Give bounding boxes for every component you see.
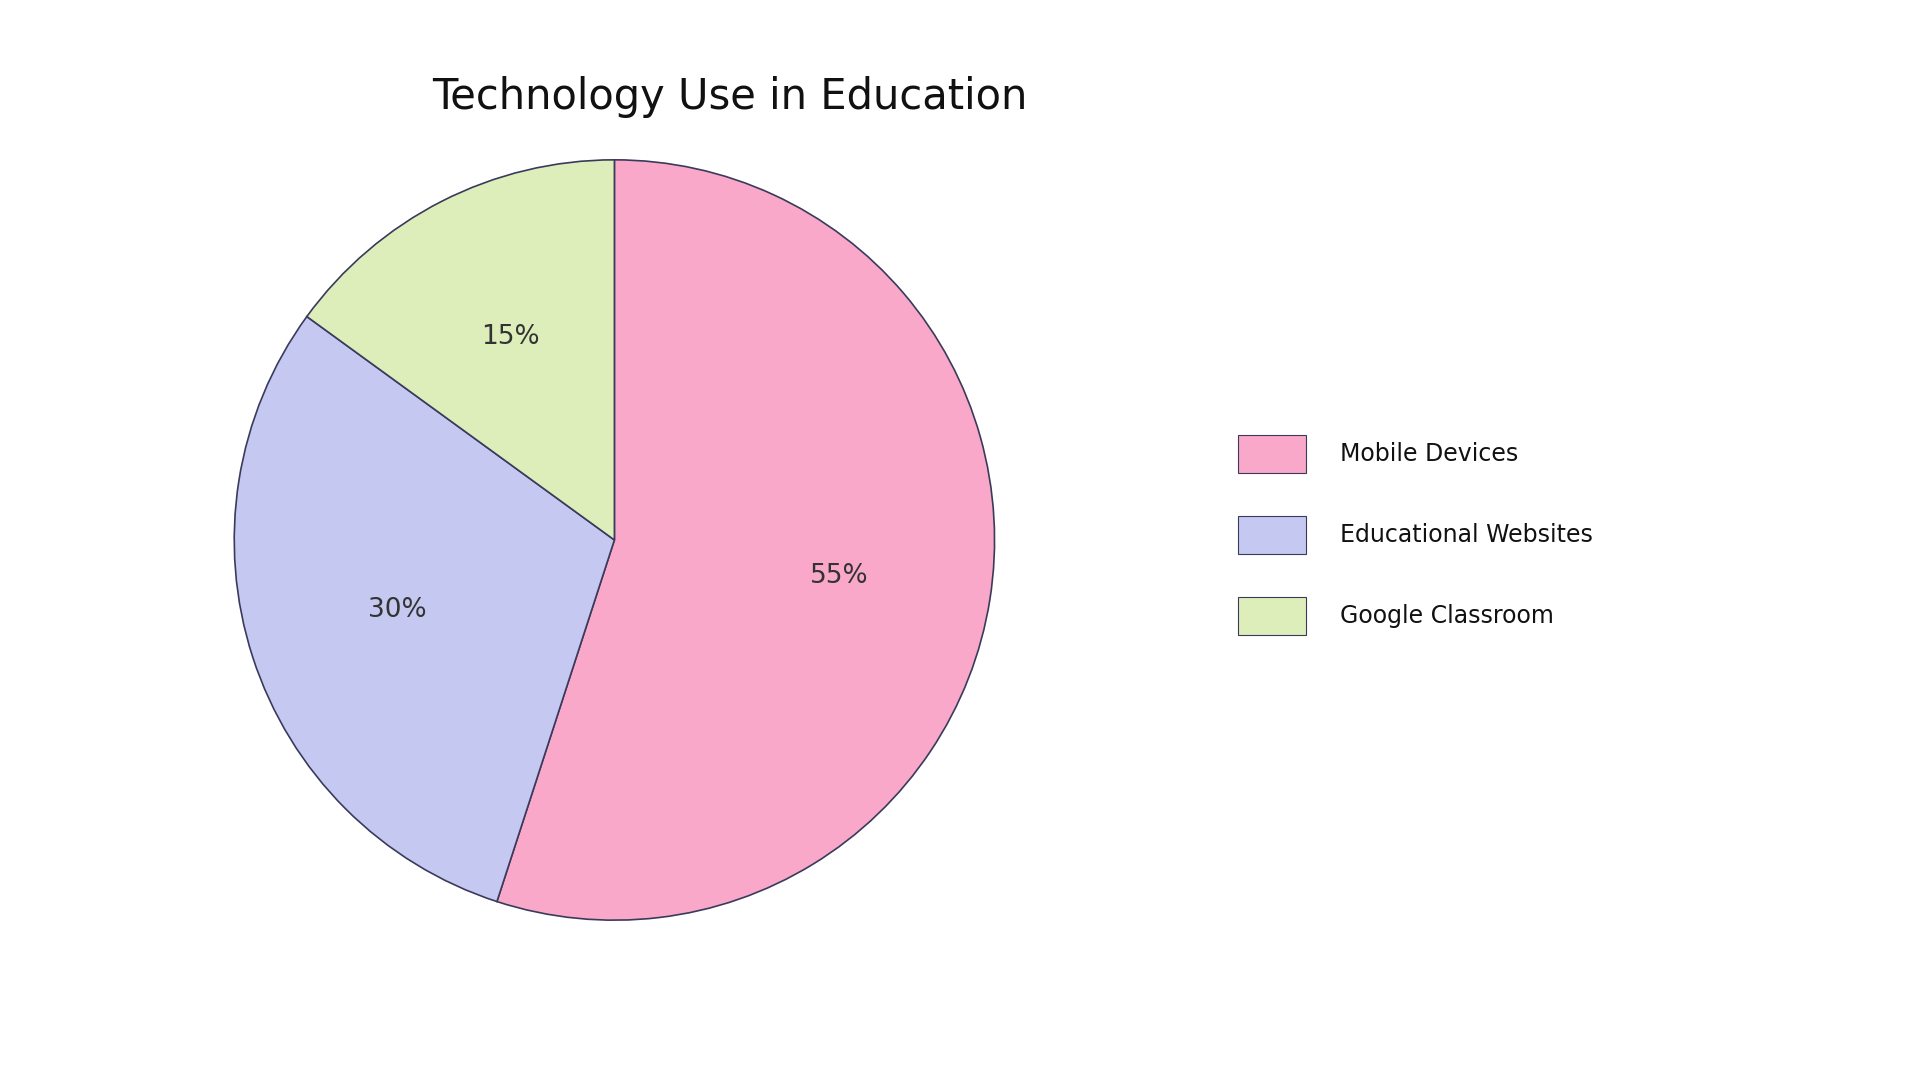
FancyBboxPatch shape <box>1238 434 1306 473</box>
FancyBboxPatch shape <box>1238 597 1306 635</box>
Text: Google Classroom: Google Classroom <box>1340 604 1553 627</box>
Text: Mobile Devices: Mobile Devices <box>1340 442 1519 465</box>
FancyBboxPatch shape <box>1238 516 1306 553</box>
Text: 30%: 30% <box>369 597 426 623</box>
Text: Educational Websites: Educational Websites <box>1340 523 1594 546</box>
Wedge shape <box>497 160 995 920</box>
Wedge shape <box>234 316 614 902</box>
Text: Technology Use in Education: Technology Use in Education <box>432 76 1027 118</box>
Text: 55%: 55% <box>810 563 870 589</box>
Wedge shape <box>307 160 614 540</box>
Text: 15%: 15% <box>482 324 540 350</box>
